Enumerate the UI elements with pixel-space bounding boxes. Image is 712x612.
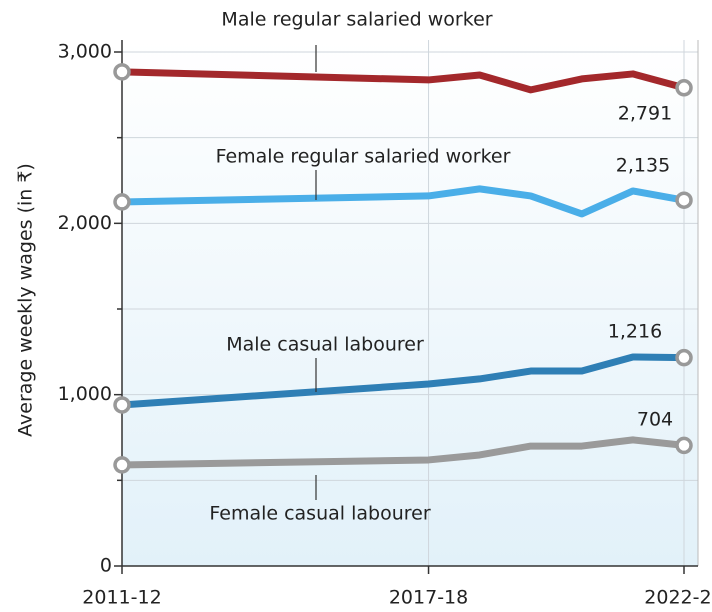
value-label: 2,135 <box>616 155 670 177</box>
series-line <box>121 68 685 94</box>
y-tick-label: 0 <box>100 555 112 577</box>
y-tick-label: 1,000 <box>58 383 112 405</box>
x-tick-label: 2011-12 <box>82 587 161 609</box>
y-tick-label: 2,000 <box>58 212 112 234</box>
end-marker <box>113 63 131 81</box>
value-label: 2,791 <box>618 103 672 125</box>
value-label: 704 <box>637 409 673 431</box>
end-marker <box>675 191 693 209</box>
y-tick-label: 3,000 <box>58 41 112 63</box>
y-axis-label: Average weekly wages (in ₹) <box>15 163 37 437</box>
x-tick-label: 2022-23 <box>644 587 712 609</box>
plot-background <box>122 40 698 566</box>
series-label: Male casual labourer <box>226 334 424 356</box>
end-marker <box>675 79 693 97</box>
end-marker <box>113 396 131 414</box>
series-line <box>121 185 685 218</box>
end-marker <box>675 348 693 367</box>
x-tick-label: 2017-18 <box>389 587 468 609</box>
series-label: Female regular salaried worker <box>216 146 511 168</box>
end-marker <box>113 193 131 211</box>
series-label: Male regular salaried worker <box>221 9 492 31</box>
end-marker <box>113 456 131 474</box>
series-line <box>121 353 685 409</box>
value-label: 1,216 <box>608 321 662 343</box>
series-line <box>121 436 685 469</box>
series-label: Female casual labourer <box>209 503 430 525</box>
end-marker <box>675 436 693 455</box>
